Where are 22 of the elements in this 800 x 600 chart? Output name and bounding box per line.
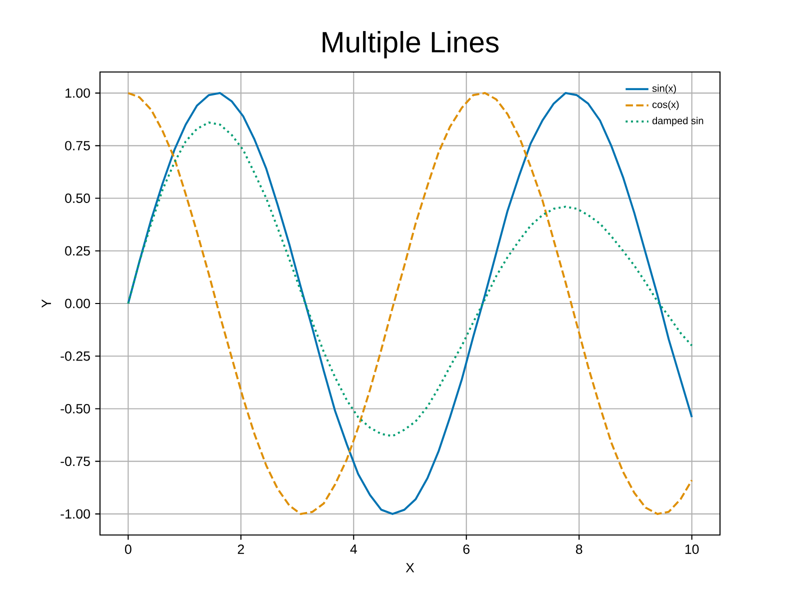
chart-title: Multiple Lines: [322, 31, 499, 58]
y-axis-title: Y: [42, 299, 51, 308]
y-tick-label: 0.00: [65, 298, 90, 308]
legend-label: damped sin: [652, 116, 704, 126]
y-tick-label: 0.50: [65, 194, 90, 203]
y-tick-label: -0.25: [60, 351, 90, 361]
line-series: [127, 92, 693, 515]
x-tick-label: 6: [463, 544, 470, 554]
x-tick-label: 10: [685, 544, 699, 554]
y-tick-label: -0.75: [60, 456, 90, 466]
legend-label: cos(x): [652, 100, 679, 110]
y-tick-label: -1.00: [60, 509, 90, 519]
x-tick-label: 2: [238, 544, 244, 554]
y-tick-label: -0.50: [60, 404, 90, 414]
y-tick-label: 0.75: [65, 140, 90, 150]
legend-label: sin(x): [652, 84, 676, 94]
x-tick-label: 0: [124, 544, 132, 554]
y-tick-label: 1.00: [66, 88, 90, 98]
x-tick-label: 4: [350, 544, 357, 554]
x-axis-title: X: [406, 563, 414, 572]
x-tick-label: 8: [576, 544, 582, 554]
y-tick-label: 0.25: [65, 246, 90, 256]
